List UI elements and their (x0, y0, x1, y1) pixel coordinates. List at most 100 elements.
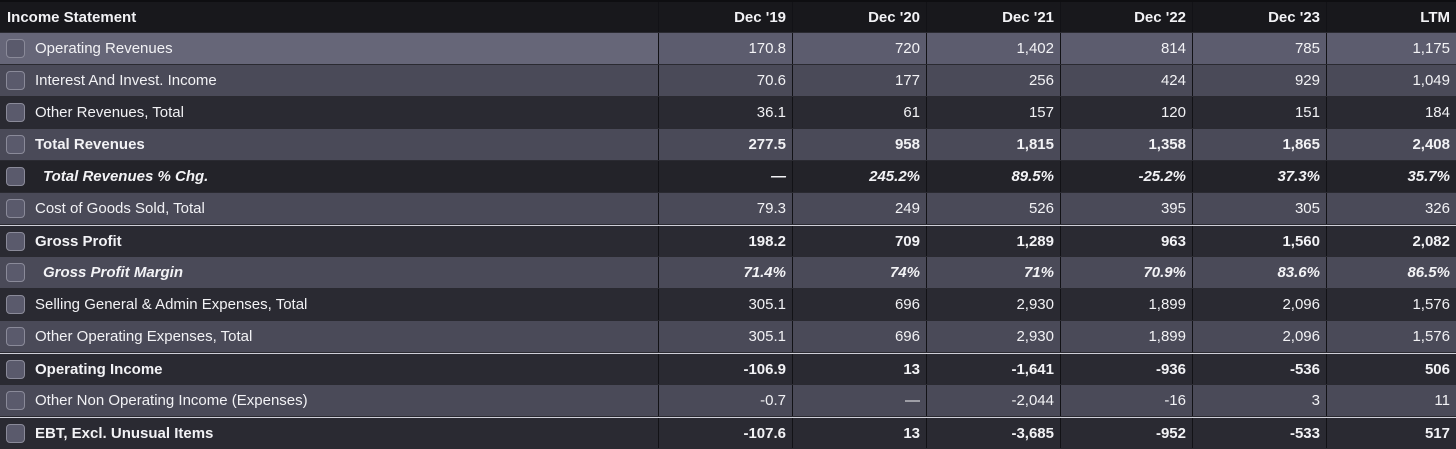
value-cell: 696 (793, 289, 927, 320)
col-header-ltm[interactable]: LTM (1420, 8, 1450, 26)
value-cell: 2,930 (927, 289, 1061, 320)
row-checkbox[interactable] (6, 327, 25, 346)
row-checkbox[interactable] (6, 295, 25, 314)
row-checkbox[interactable] (6, 167, 25, 186)
col-header-dec-21[interactable]: Dec '21 (927, 2, 1061, 32)
table-row[interactable]: Other Non Operating Income (Expenses) -0… (0, 385, 1456, 417)
row-label-cell: Total Revenues (0, 129, 659, 160)
value-cell: -533 (1193, 418, 1327, 448)
value-cell: 305.1 (659, 289, 793, 320)
row-label-cell: Gross Profit (0, 226, 659, 256)
row-label-cell: Operating Revenues (0, 33, 659, 64)
value-cell: -536 (1193, 354, 1327, 384)
value-cell: 326 (1424, 200, 1450, 217)
table-row[interactable]: Other Operating Expenses, Total 305.1 69… (0, 321, 1456, 353)
value-cell: 11 (1434, 392, 1450, 409)
value-cell: -106.9 (659, 354, 793, 384)
value-cell: 395 (1061, 193, 1193, 224)
value-cell: 814 (1061, 33, 1193, 64)
table-row[interactable]: Total Revenues 277.5 958 1,815 1,358 1,8… (0, 129, 1456, 161)
row-checkbox[interactable] (6, 135, 25, 154)
row-label-cell: Selling General & Admin Expenses, Total (0, 289, 659, 320)
table-row[interactable]: Operating Income -106.9 13 -1,641 -936 -… (0, 353, 1456, 385)
row-label-cell: Gross Profit Margin (0, 257, 659, 288)
value-cell: 1,175 (1412, 40, 1450, 57)
row-label-cell: Other Operating Expenses, Total (0, 321, 659, 352)
value-cell: 1,576 (1412, 296, 1450, 313)
value-cell: 785 (1193, 33, 1327, 64)
value-cell: 424 (1061, 65, 1193, 96)
value-cell: 1,865 (1193, 129, 1327, 160)
value-cell: -1,641 (927, 354, 1061, 384)
row-label: Total Revenues % Chg. (43, 168, 209, 185)
value-cell: 36.1 (659, 97, 793, 128)
row-label-cell: Other Revenues, Total (0, 97, 659, 128)
table-row[interactable]: Total Revenues % Chg. — 245.2% 89.5% -25… (0, 161, 1456, 193)
table-row[interactable]: Cost of Goods Sold, Total 79.3 249 526 3… (0, 193, 1456, 225)
value-cell: -107.6 (659, 418, 793, 448)
value-cell: 177 (793, 65, 927, 96)
value-cell: 1,576 (1412, 328, 1450, 345)
col-header-dec-23[interactable]: Dec '23 (1193, 2, 1327, 32)
row-label: Interest And Invest. Income (35, 72, 217, 89)
row-checkbox[interactable] (6, 359, 25, 379)
value-cell: 13 (793, 354, 927, 384)
row-label: Gross Profit (35, 232, 122, 250)
row-checkbox[interactable] (6, 391, 25, 410)
value-cell: -0.7 (659, 385, 793, 416)
value-cell: 1,899 (1061, 289, 1193, 320)
table-row[interactable]: EBT, Excl. Unusual Items -107.6 13 -3,68… (0, 417, 1456, 449)
row-checkbox[interactable] (6, 231, 25, 251)
value-cell: -2,044 (927, 385, 1061, 416)
table-row[interactable]: Other Revenues, Total 36.1 61 157 120 15… (0, 97, 1456, 129)
row-checkbox[interactable] (6, 39, 25, 58)
row-label-cell: Cost of Goods Sold, Total (0, 193, 659, 224)
value-cell: 2,408 (1412, 136, 1450, 153)
row-checkbox[interactable] (6, 423, 25, 443)
value-cell: 245.2% (793, 161, 927, 192)
value-cell: 184 (1424, 104, 1450, 121)
value-cell: 151 (1193, 97, 1327, 128)
value-cell: 249 (793, 193, 927, 224)
row-label-cell: Total Revenues % Chg. (0, 161, 659, 192)
row-label: Other Non Operating Income (Expenses) (35, 392, 308, 409)
value-cell: 720 (793, 33, 927, 64)
row-label: Selling General & Admin Expenses, Total (35, 296, 308, 313)
table-row[interactable]: Gross Profit Margin 71.4% 74% 71% 70.9% … (0, 257, 1456, 289)
value-cell: 1,289 (927, 226, 1061, 256)
value-cell: 277.5 (659, 129, 793, 160)
value-cell: -936 (1061, 354, 1193, 384)
row-checkbox[interactable] (6, 71, 25, 90)
value-cell: 1,402 (927, 33, 1061, 64)
value-cell: 709 (793, 226, 927, 256)
value-cell: -25.2% (1061, 161, 1193, 192)
col-header-dec-20[interactable]: Dec '20 (793, 2, 927, 32)
row-checkbox[interactable] (6, 103, 25, 122)
table-row[interactable]: Gross Profit 198.2 709 1,289 963 1,560 2… (0, 225, 1456, 257)
row-checkbox[interactable] (6, 263, 25, 282)
table-row[interactable]: Operating Revenues 170.8 720 1,402 814 7… (0, 33, 1456, 65)
table-row[interactable]: Selling General & Admin Expenses, Total … (0, 289, 1456, 321)
row-label: Cost of Goods Sold, Total (35, 200, 205, 217)
row-label: Operating Revenues (35, 40, 173, 57)
value-cell: 74% (793, 257, 927, 288)
row-label-cell: Other Non Operating Income (Expenses) (0, 385, 659, 416)
col-header-dec-22[interactable]: Dec '22 (1061, 2, 1193, 32)
value-cell: 1,560 (1193, 226, 1327, 256)
value-cell: 70.6 (659, 65, 793, 96)
value-cell: 71% (927, 257, 1061, 288)
value-cell: 83.6% (1193, 257, 1327, 288)
col-header-dec-19[interactable]: Dec '19 (659, 2, 793, 32)
value-cell: 305 (1193, 193, 1327, 224)
value-cell: — (793, 385, 927, 416)
value-cell: 1,815 (927, 129, 1061, 160)
value-cell: 696 (793, 321, 927, 352)
value-cell: 70.9% (1061, 257, 1193, 288)
row-checkbox[interactable] (6, 199, 25, 218)
value-cell: 71.4% (659, 257, 793, 288)
value-cell: 1,049 (1412, 72, 1450, 89)
table-row[interactable]: Interest And Invest. Income 70.6 177 256… (0, 65, 1456, 97)
value-cell: 506 (1424, 360, 1450, 378)
value-cell: 157 (927, 97, 1061, 128)
